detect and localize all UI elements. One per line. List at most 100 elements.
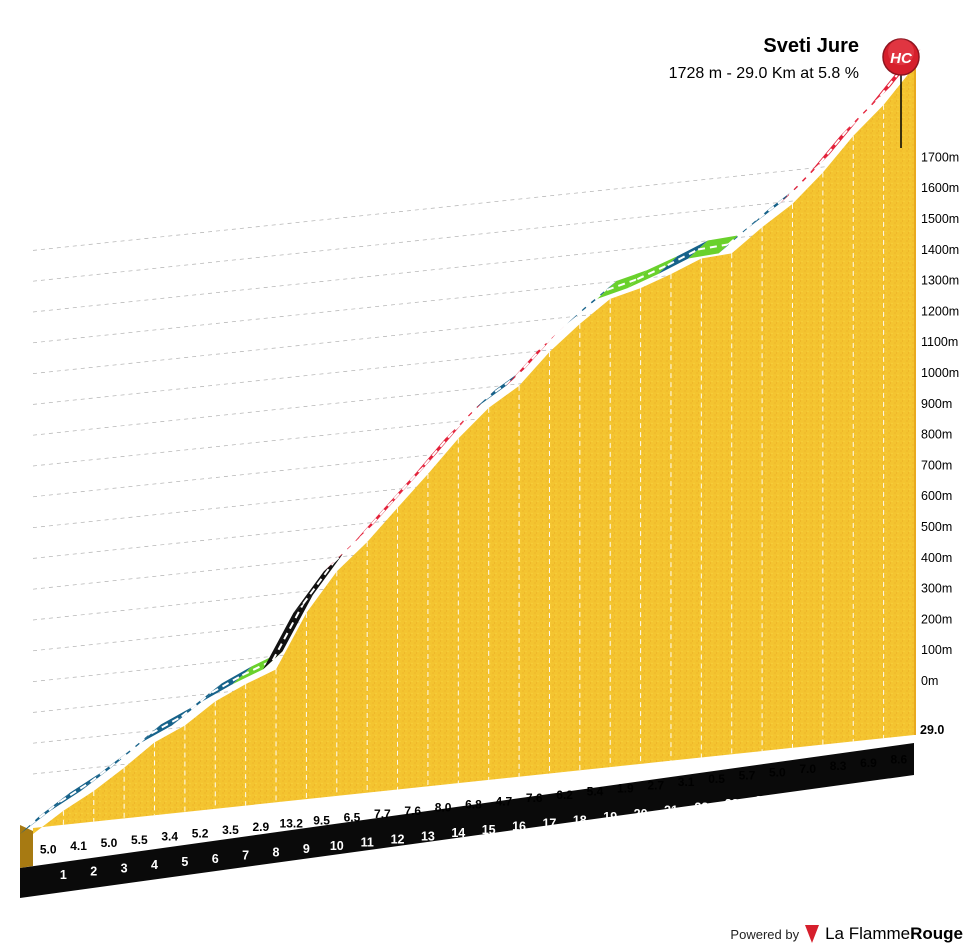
hc-badge-shine <box>888 39 914 65</box>
road-centre-line <box>302 561 335 605</box>
flame-logo-icon <box>805 925 820 943</box>
gradient-label: 5.2 <box>192 826 209 840</box>
km-label: 6 <box>212 852 219 866</box>
road-centre-line <box>59 781 92 803</box>
y-tick-label: 1000m <box>921 366 959 380</box>
gradient-label: 6.5 <box>344 810 361 824</box>
km-label: 8 <box>273 845 280 859</box>
gradient-label: 7.7 <box>374 807 391 821</box>
km-label: 3 <box>121 861 128 875</box>
road-segment <box>263 594 313 670</box>
y-tick-label: 1500m <box>921 212 959 226</box>
gradient-label: 7.6 <box>404 804 421 818</box>
km-label: 14 <box>451 826 465 840</box>
km-label: 20 <box>634 807 648 821</box>
km-labels: 1 2 3 4 5 6 7 8 9 10 11 12 13 14 15 16 17 18 19 20 21 22 23 24 2… <box>60 781 891 882</box>
y-tick-label: 200m <box>921 612 952 626</box>
profile-top-face <box>33 67 916 834</box>
gradient-label: 5.0 <box>40 842 57 856</box>
gradient-label: 5.5 <box>131 833 148 847</box>
right-edge <box>914 67 916 735</box>
y-tick-label: 600m <box>921 489 952 503</box>
gradient-label: 3.4 <box>161 830 178 844</box>
road-centre-line <box>818 126 851 165</box>
km-label: 24 <box>755 794 769 808</box>
km-divider-lines <box>62 104 885 825</box>
gradient-label: 3.1 <box>678 775 695 789</box>
y-grid-line <box>32 157 915 251</box>
road-centre-line <box>788 162 821 196</box>
gradient-label: 1.9 <box>617 781 634 795</box>
road-centre-line <box>484 376 517 400</box>
brand-name[interactable]: La FlammeRouge <box>825 924 963 943</box>
km-label: 2 <box>90 865 97 879</box>
y-tick-label: 700m <box>921 458 952 472</box>
y-tick-label: 100m <box>921 643 952 657</box>
gradient-label: 6.8 <box>465 798 482 812</box>
summit-name: Sveti Jure <box>763 35 859 57</box>
road-centre-line <box>363 498 396 534</box>
gradient-label: 5.4 <box>587 785 604 799</box>
y-tick-label: 1200m <box>921 304 959 318</box>
footer-attribution: Powered by La FlammeRouge <box>730 924 963 944</box>
gradient-label: 2.7 <box>647 778 664 792</box>
road-centre-line <box>667 248 699 267</box>
road-centre-line <box>393 464 426 500</box>
gradient-label: 6.2 <box>556 788 573 802</box>
gradient-label: 4.7 <box>496 794 513 808</box>
distance-base-strip <box>20 743 914 898</box>
gradient-labels: 5.0 4.1 5.0 5.5 3.4 5.2 3.5 2.9 13.2 9.5 6.5 7.7 7.6… <box>40 753 908 857</box>
road-centre-line <box>849 95 882 128</box>
km-label: 7 <box>242 849 249 863</box>
km-label: 17 <box>542 816 556 830</box>
km-label: 10 <box>330 839 344 853</box>
road-centre-line <box>545 314 578 344</box>
road-centre-line <box>29 800 61 826</box>
gradient-label: 0.5 <box>708 772 725 786</box>
road-centre-line <box>727 217 760 246</box>
gradient-label: 5.7 <box>739 769 756 783</box>
km-label: 28 <box>877 781 891 795</box>
profile-fill <box>33 67 914 834</box>
km-label: 9 <box>303 842 310 856</box>
km-label: 4 <box>151 858 158 872</box>
y-tick-label: 1600m <box>921 181 959 195</box>
km-label: 15 <box>482 823 496 837</box>
km-label: 13 <box>421 829 435 843</box>
gradient-label: 8.0 <box>435 801 452 815</box>
y-tick-label: 1100m <box>921 335 958 349</box>
gradient-label: 8.3 <box>830 759 847 773</box>
km-label: 19 <box>603 810 617 824</box>
y-tick-label: 800m <box>921 428 952 442</box>
left-side-wall <box>20 825 33 868</box>
km-label: 23 <box>725 797 739 811</box>
road-centre-line <box>697 243 729 251</box>
road-centre-line <box>515 342 547 378</box>
km-label: 5 <box>181 855 188 869</box>
hc-badge-label: HC <box>890 50 913 67</box>
y-tick-label: 1700m <box>921 150 959 164</box>
gradient-label: 13.2 <box>280 817 304 831</box>
road-centre-line <box>211 674 243 694</box>
gradient-label: 5.0 <box>769 765 786 779</box>
y-tick-label: 900m <box>921 397 952 411</box>
y-tick-label: 0m <box>921 674 938 688</box>
distance-end-label: 29.0 <box>920 723 944 737</box>
y-tick-label: 300m <box>921 582 952 596</box>
gradient-label: 8.6 <box>890 753 907 767</box>
gradient-label: 3.5 <box>222 823 239 837</box>
km-label: 11 <box>361 836 374 850</box>
altitude-axis-labels: 0m 100m 200m 300m 400m 500m 600m 700m 800m 900m 10… <box>921 150 959 688</box>
road-centre-line <box>575 289 608 316</box>
km-label: 1 <box>60 868 67 882</box>
base-strip <box>20 743 914 898</box>
y-tick-label: 400m <box>921 551 952 565</box>
km-label: 27 <box>846 784 860 798</box>
road-centre-line <box>120 732 152 760</box>
km-label: 22 <box>694 800 708 814</box>
km-label: 26 <box>816 788 830 802</box>
km-label: 25 <box>786 791 800 805</box>
gradient-label: 6.9 <box>860 756 877 770</box>
powered-by-text: Powered by <box>730 926 800 942</box>
road-centre-line <box>181 691 213 718</box>
